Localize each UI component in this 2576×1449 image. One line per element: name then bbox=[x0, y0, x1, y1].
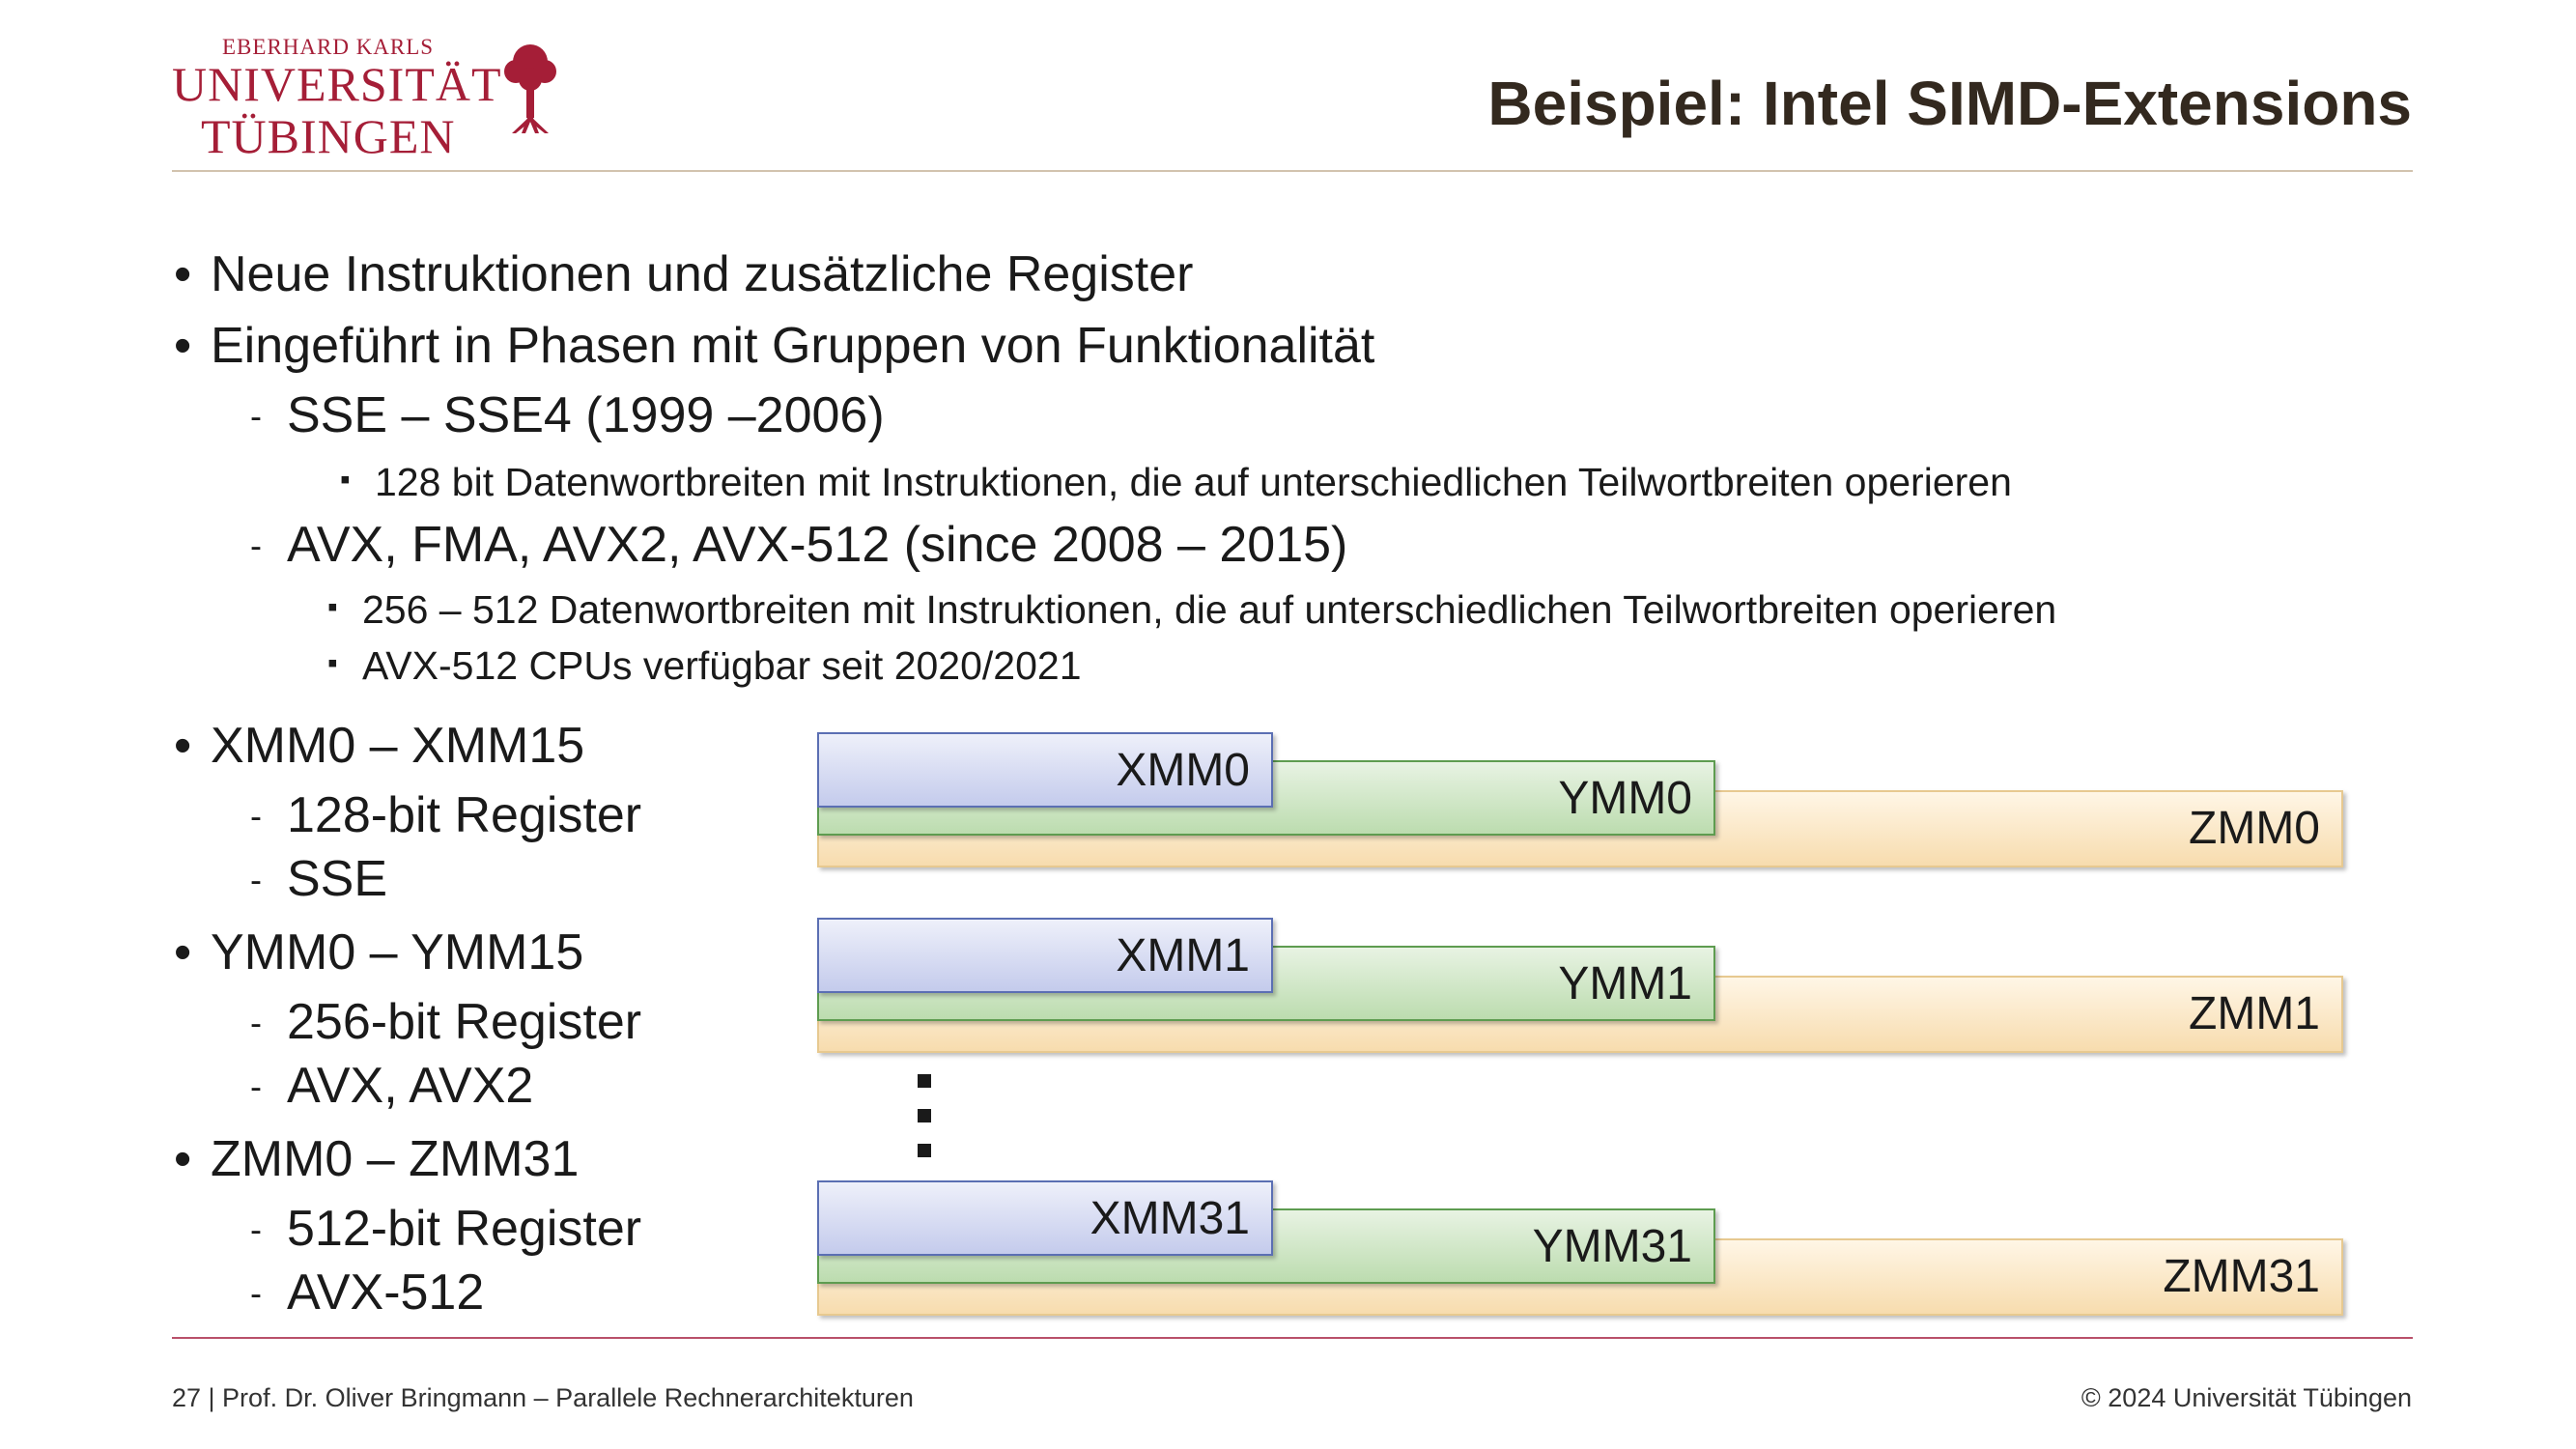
university-logo: EBERHARD KARLS UNIVERSITÄT TÜBINGEN bbox=[172, 35, 578, 160]
bullet-zmm-ext: AVX-512 bbox=[250, 1264, 484, 1321]
register-xmm0: XMM0 bbox=[817, 732, 1273, 808]
logo-line-2: UNIVERSITÄT bbox=[172, 57, 502, 111]
register-label: ZMM0 bbox=[2189, 803, 2320, 854]
slide-title: Beispiel: Intel SIMD-Extensions bbox=[1487, 69, 2412, 138]
register-label: YMM31 bbox=[1532, 1221, 1692, 1272]
footer-copyright: © 2024 Universität Tübingen bbox=[2081, 1383, 2412, 1412]
bullet-sse: SSE – SSE4 (1999 –2006) bbox=[250, 386, 885, 444]
register-label: ZMM31 bbox=[2163, 1251, 2320, 1302]
bullet-new-instructions: Neue Instruktionen und zusätzliche Regis… bbox=[174, 245, 1193, 303]
register-label: YMM0 bbox=[1558, 773, 1692, 824]
bullet-xmm-ext: SSE bbox=[250, 850, 387, 908]
register-label: ZMM1 bbox=[2189, 988, 2320, 1039]
logo-line-3: TÜBINGEN bbox=[201, 109, 456, 163]
tree-icon bbox=[504, 44, 556, 133]
header-divider bbox=[172, 170, 2413, 172]
register-xmm1: XMM1 bbox=[817, 918, 1273, 993]
footer-page-info: 27 | Prof. Dr. Oliver Bringmann – Parall… bbox=[172, 1383, 914, 1412]
bullet-zmm-width: 512-bit Register bbox=[250, 1200, 641, 1258]
bullet-avx512-cpus: AVX-512 CPUs verfügbar seit 2020/2021 bbox=[327, 643, 1081, 689]
bullet-ymm: YMM0 – YMM15 bbox=[174, 923, 583, 981]
register-label: XMM31 bbox=[1090, 1193, 1250, 1244]
bullet-sse-detail: 128 bit Datenwortbreiten mit Instruktion… bbox=[340, 460, 2012, 505]
bullet-ymm-ext: AVX, AVX2 bbox=[250, 1057, 533, 1115]
footer-divider bbox=[172, 1337, 2413, 1339]
bullet-ymm-width: 256-bit Register bbox=[250, 993, 641, 1051]
bullet-xmm-width: 128-bit Register bbox=[250, 786, 641, 844]
bullet-avx-detail: 256 – 512 Datenwortbreiten mit Instrukti… bbox=[327, 587, 2056, 633]
bullet-phases: Eingeführt in Phasen mit Gruppen von Fun… bbox=[174, 317, 1374, 375]
bullet-zmm: ZMM0 – ZMM31 bbox=[174, 1130, 579, 1188]
register-label: XMM0 bbox=[1116, 745, 1250, 796]
register-xmm31: XMM31 bbox=[817, 1180, 1273, 1256]
bullet-avx: AVX, FMA, AVX2, AVX-512 (since 2008 – 20… bbox=[250, 516, 1347, 574]
bullet-xmm: XMM0 – XMM15 bbox=[174, 717, 584, 775]
ellipsis-vertical bbox=[918, 1074, 933, 1179]
register-label: YMM1 bbox=[1558, 958, 1692, 1009]
register-label: XMM1 bbox=[1116, 930, 1250, 981]
logo-line-1: EBERHARD KARLS bbox=[222, 35, 435, 59]
